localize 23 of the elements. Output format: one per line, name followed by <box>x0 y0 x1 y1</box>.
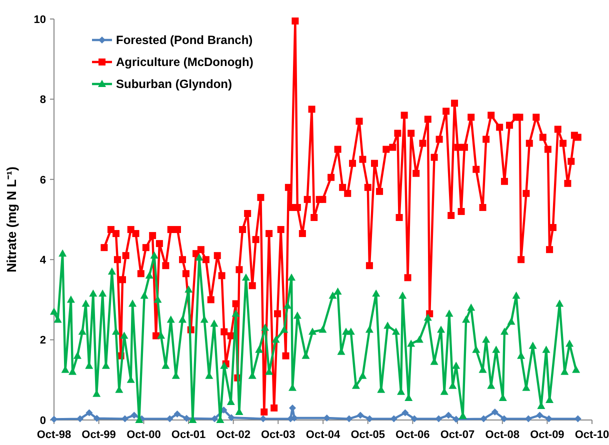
legend-label: Agriculture (McDonogh) <box>116 55 254 70</box>
x-tick-label: Oct-98 <box>36 429 72 441</box>
x-tick-label: Oct-01 <box>171 429 206 441</box>
y-tick-label: 6 <box>40 174 46 186</box>
x-tick-label: Oct-00 <box>126 429 161 441</box>
x-tick-label: Oct-07 <box>440 429 475 441</box>
y-tick-label: 2 <box>40 334 46 347</box>
x-tick-label: Oct-04 <box>306 429 342 441</box>
y-tick-label: 10 <box>34 14 46 26</box>
y-axis-title: Nitrate (mg N L⁻¹) <box>4 166 19 272</box>
x-tick-label: Oct-10 <box>574 429 609 441</box>
x-tick-label: Oct-06 <box>396 429 430 441</box>
x-tick-label: Oct-09 <box>530 429 564 441</box>
y-tick-label: 8 <box>40 94 46 106</box>
legend-label: Forested (Pond Branch) <box>116 33 253 48</box>
legend-label: Suburban (Glyndon) <box>116 77 232 92</box>
y-tick-label: 0 <box>40 414 46 427</box>
x-tick-label: Oct-08 <box>485 429 520 441</box>
x-tick-label: Oct-05 <box>350 429 385 441</box>
x-tick-label: Oct-02 <box>216 429 250 441</box>
y-tick-label: 4 <box>40 254 47 266</box>
x-tick-label: Oct-99 <box>82 429 116 441</box>
x-tick-label: Oct-03 <box>261 429 296 441</box>
